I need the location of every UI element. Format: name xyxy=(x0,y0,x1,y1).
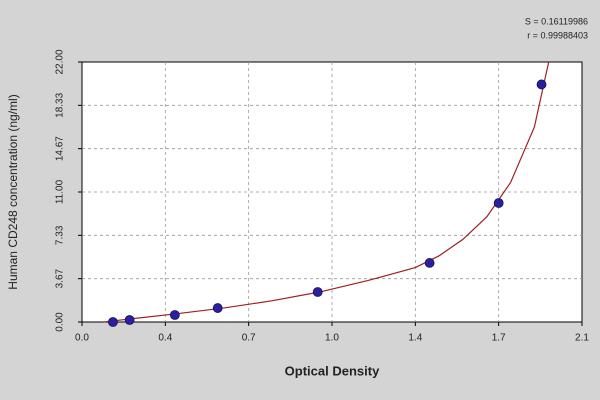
data-point xyxy=(536,79,547,90)
x-axis-title: Optical Density xyxy=(285,363,380,378)
data-point xyxy=(424,258,435,268)
x-tick-label: 0.0 xyxy=(75,333,89,344)
data-point xyxy=(169,310,180,320)
y-tick-label: 0.00 xyxy=(55,312,66,332)
y-tick-label: 11.00 xyxy=(55,179,66,204)
y-tick-label: 3.67 xyxy=(55,268,66,288)
annotation: S = 0.16119986 xyxy=(525,16,588,26)
data-point xyxy=(212,303,223,313)
x-tick-label: 0.7 xyxy=(242,333,256,344)
x-tick-label: 1.0 xyxy=(325,333,339,344)
data-point xyxy=(108,317,118,327)
y-tick-label: 7.33 xyxy=(55,225,66,245)
y-tick-label: 22.00 xyxy=(55,49,66,74)
y-tick-label: 18.33 xyxy=(55,92,66,117)
data-point xyxy=(312,287,323,297)
annotation: r = 0.99988403 xyxy=(527,30,588,40)
x-tick-label: 1.4 xyxy=(408,333,422,344)
x-tick-label: 0.4 xyxy=(158,333,172,344)
x-tick-label: 2.1 xyxy=(575,333,589,344)
x-tick-label: 1.7 xyxy=(492,333,506,344)
data-point xyxy=(493,198,504,208)
fit-curve xyxy=(103,61,550,323)
data-point xyxy=(124,315,135,325)
y-axis-title: Human CD248 concentration (ng/ml) xyxy=(6,94,20,289)
y-tick-label: 14.67 xyxy=(55,136,66,161)
